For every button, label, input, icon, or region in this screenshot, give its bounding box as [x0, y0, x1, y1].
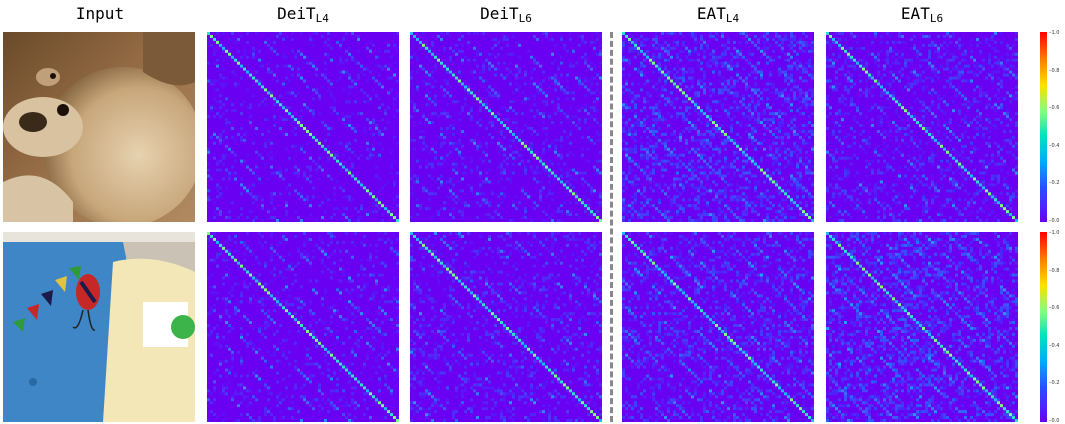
- colorbar-tick: –0.4: [1049, 143, 1059, 149]
- column-header-input: Input: [40, 4, 160, 23]
- attention-pattern: [207, 32, 399, 222]
- header-main: EAT: [697, 4, 726, 23]
- attention-pattern: [622, 32, 814, 222]
- header-main: DeiT: [277, 4, 316, 23]
- attention-map-deit-l6-row2: [410, 232, 602, 422]
- attention-map-deit-l6-row1: [410, 32, 602, 222]
- header-main: DeiT: [480, 4, 519, 23]
- column-header-eat-l6: EATL6: [826, 4, 1018, 25]
- header-sub: L4: [316, 12, 329, 25]
- attention-map-eat-l4-row2: [622, 232, 814, 422]
- colorbar-row1: [1040, 32, 1047, 222]
- column-header-deit-l6: DeiTL6: [410, 4, 602, 25]
- colorbar-tick: –0.0: [1049, 218, 1059, 224]
- colorbar-tick: –0.4: [1049, 343, 1059, 349]
- header-sub: L6: [930, 12, 943, 25]
- attention-map-eat-l6-row1: [826, 32, 1018, 222]
- column-header-eat-l4: EATL4: [622, 4, 814, 25]
- column-header-deit-l4: DeiTL4: [207, 4, 399, 25]
- attention-map-eat-l6-row2: [826, 232, 1018, 422]
- colorbar-tick: –0.6: [1049, 105, 1059, 111]
- colorbar-tick: –0.6: [1049, 305, 1059, 311]
- attention-pattern: [826, 32, 1018, 222]
- attention-pattern: [826, 232, 1018, 422]
- colorbar-tick: –0.8: [1049, 268, 1059, 274]
- colorbar-tick: –0.2: [1049, 180, 1059, 186]
- colorbar-tick: –0.2: [1049, 380, 1059, 386]
- attention-pattern: [622, 232, 814, 422]
- attention-pattern: [207, 232, 399, 422]
- colorbar-tick: –1.0: [1049, 230, 1059, 236]
- meerkat-photo: [3, 32, 195, 222]
- attention-pattern: [410, 232, 602, 422]
- section-divider: [610, 32, 613, 422]
- header-sub: L6: [519, 12, 532, 25]
- header-main: Input: [76, 4, 124, 23]
- colorbar-tick: –1.0: [1049, 30, 1059, 36]
- baby-clothes-photo: [3, 232, 195, 422]
- attention-map-deit-l4-row1: [207, 32, 399, 222]
- colorbar-row2: [1040, 232, 1047, 422]
- attention-map-deit-l4-row2: [207, 232, 399, 422]
- colorbar-tick: –0.8: [1049, 68, 1059, 74]
- attention-map-eat-l4-row1: [622, 32, 814, 222]
- attention-pattern: [410, 32, 602, 222]
- header-sub: L4: [726, 12, 739, 25]
- header-main: EAT: [901, 4, 930, 23]
